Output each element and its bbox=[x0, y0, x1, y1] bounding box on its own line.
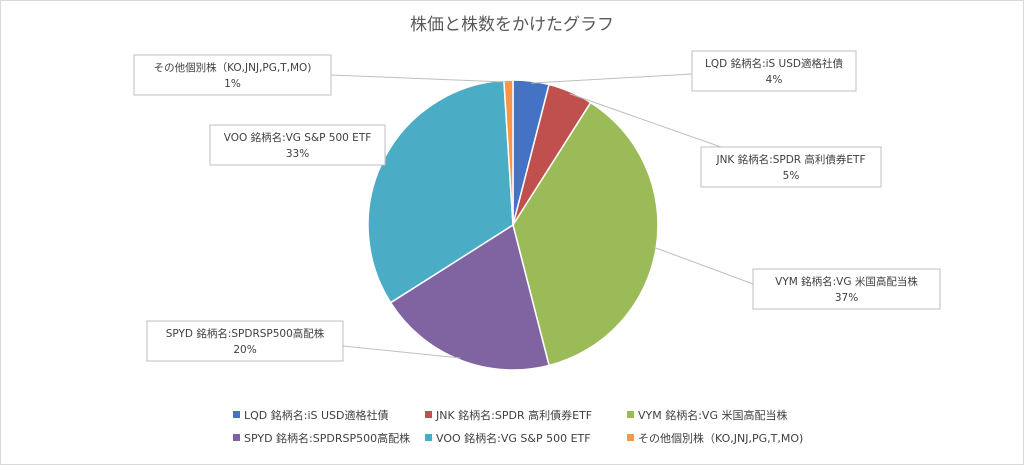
legend-swatch-2 bbox=[627, 411, 634, 418]
data-label-box-2 bbox=[752, 268, 941, 310]
leader-line-1 bbox=[569, 93, 722, 148]
legend-label-0: LQD 銘柄名:iS USD適格社債 bbox=[244, 408, 389, 422]
leader-line-3 bbox=[342, 345, 461, 359]
data-label-value-3: 20% bbox=[233, 344, 256, 356]
legend-label-2: VYM 銘柄名:VG 米国高配当株 bbox=[638, 408, 787, 422]
data-label-box-5 bbox=[133, 54, 332, 96]
data-label-name-2: VYM 銘柄名:VG 米国高配当株 bbox=[775, 275, 918, 288]
legend-swatch-5 bbox=[627, 434, 634, 441]
leader-line-0 bbox=[530, 73, 693, 84]
legend-swatch-4 bbox=[425, 434, 432, 441]
legend-label-4: VOO 銘柄名:VG S&P 500 ETF bbox=[436, 431, 591, 445]
data-label-box-3 bbox=[146, 320, 344, 362]
leader-line-2 bbox=[654, 246, 754, 285]
leader-line-5 bbox=[330, 74, 509, 83]
pie-slice-3 bbox=[389, 223, 550, 371]
pie-slice-5 bbox=[503, 79, 514, 226]
chart-title: 株価と株数をかけたグラフ bbox=[410, 15, 614, 35]
data-label-value-2: 37% bbox=[835, 292, 858, 304]
data-label-name-0: LQD 銘柄名:iS USD適格社債 bbox=[705, 57, 843, 70]
data-label-box-0 bbox=[691, 50, 857, 92]
data-label-name-5: その他個別株（KO,JNJ,PG,T,MO) bbox=[154, 61, 312, 74]
data-label-name-3: SPYD 銘柄名:SPDRSP500高配株 bbox=[166, 327, 325, 340]
legend: LQD 銘柄名:iS USD適格社債 JNK 銘柄名:SPDR 高利債券ETF VY… bbox=[233, 408, 803, 445]
data-label-callouts: LQD 銘柄名:iS USD適格社債 4% JNK 銘柄名:SPDR 高利債券ETF… bbox=[133, 50, 941, 362]
legend-label-5: その他個別株（KO,JNJ,PG,T,MO) bbox=[638, 431, 803, 445]
legend-swatch-3 bbox=[233, 434, 240, 441]
data-label-value-1: 5% bbox=[783, 170, 800, 182]
data-label-name-4: VOO 銘柄名:VG S&P 500 ETF bbox=[224, 131, 372, 144]
legend-swatch-0 bbox=[233, 411, 240, 418]
legend-label-1: JNK 銘柄名:SPDR 高利債券ETF bbox=[435, 408, 592, 422]
data-label-box-1 bbox=[700, 146, 882, 188]
data-label-value-4: 33% bbox=[286, 148, 309, 160]
pie-slices bbox=[367, 79, 659, 371]
legend-label-3: SPYD 銘柄名:SPDRSP500高配株 bbox=[244, 431, 410, 445]
legend-swatch-1 bbox=[425, 411, 432, 418]
data-label-box-4 bbox=[209, 124, 386, 166]
data-label-name-1: JNK 銘柄名:SPDR 高利債券ETF bbox=[715, 153, 865, 166]
data-label-value-5: 1% bbox=[224, 78, 241, 90]
data-label-value-0: 4% bbox=[766, 74, 783, 86]
